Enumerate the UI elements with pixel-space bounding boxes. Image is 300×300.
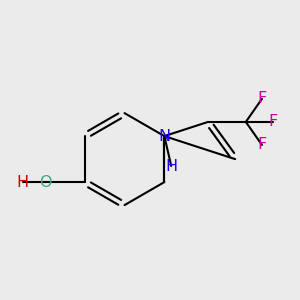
Text: F: F	[257, 137, 266, 152]
Text: H: H	[16, 175, 28, 190]
Text: O: O	[39, 175, 52, 190]
Text: H: H	[165, 158, 177, 173]
Text: F: F	[257, 92, 266, 106]
Text: N: N	[158, 129, 170, 144]
Text: F: F	[269, 114, 278, 129]
